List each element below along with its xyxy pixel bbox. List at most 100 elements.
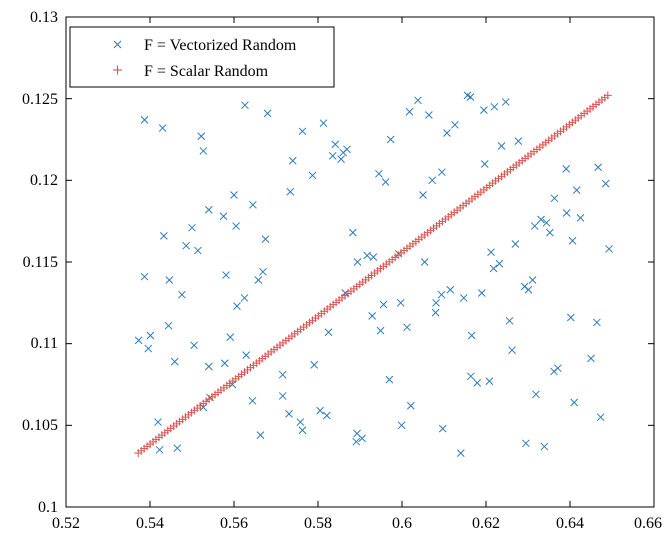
vectorized-point <box>197 132 206 141</box>
vectorized-point <box>337 155 345 163</box>
vectorized-point <box>288 156 297 165</box>
vectorized-point <box>204 205 213 214</box>
vectorized-point <box>601 179 610 188</box>
vectorized-point <box>438 168 446 177</box>
vectorized-point <box>487 248 495 257</box>
vectorized-point <box>226 333 235 341</box>
vectorized-point <box>298 426 307 435</box>
vectorized-point <box>369 253 378 261</box>
vectorized-point <box>497 142 506 150</box>
vectorized-point <box>405 107 414 116</box>
y-tick-labels: 0.1 0.105 0.11 0.115 0.12 0.125 0.13 <box>22 9 58 516</box>
vectorized-point <box>562 165 571 173</box>
vectorized-point <box>459 294 468 302</box>
vectorized-point <box>286 187 295 196</box>
vectorized-point <box>352 437 361 446</box>
vectorized-point <box>425 111 433 119</box>
vectorized-point <box>256 431 265 439</box>
vectorized-point <box>222 271 230 279</box>
vectorized-point <box>545 228 554 237</box>
vectorized-point <box>308 171 317 180</box>
vectorized-point <box>456 449 465 457</box>
vectorized-point <box>477 289 486 297</box>
vectorized-point <box>259 267 267 276</box>
vectorized-point <box>553 364 562 373</box>
vectorized-point <box>495 259 504 268</box>
y-tick-label: 0.115 <box>23 254 58 271</box>
vectorized-point <box>328 151 337 160</box>
vectorized-point <box>386 135 395 144</box>
plot-area <box>66 17 654 507</box>
vectorized-point <box>385 375 394 384</box>
legend: F = Vectorized Random F = Scalar Random <box>69 26 335 88</box>
x-tick-label: 0.6 <box>392 515 412 532</box>
vectorized-point <box>278 370 287 379</box>
vectorized-point <box>182 241 190 250</box>
vectorized-point <box>233 302 241 310</box>
vectorized-point <box>530 222 539 230</box>
vectorized-point <box>316 406 324 415</box>
vectorized-point <box>605 245 613 253</box>
x-tick-labels: 0.52 0.54 0.56 0.58 0.6 0.62 0.64 0.66 <box>52 515 662 532</box>
vectorized-point <box>331 140 340 149</box>
vectorized-point <box>397 421 406 430</box>
x-tick-label: 0.52 <box>52 515 80 532</box>
vectorized-point <box>524 285 533 294</box>
vectorized-point <box>349 228 357 237</box>
vectorized-point <box>165 276 174 284</box>
y-tick-label: 0.1 <box>38 499 58 516</box>
vectorized-point <box>542 218 551 227</box>
vectorized-point <box>368 312 377 320</box>
vectorized-point <box>232 222 240 230</box>
vectorized-point <box>537 215 545 224</box>
vectorized-point <box>505 316 514 325</box>
vectorized-point <box>319 119 328 128</box>
vectorized-point <box>540 442 549 451</box>
vectorized-point <box>190 341 198 350</box>
vectorized-point <box>240 294 249 302</box>
vectorized-point <box>489 264 498 273</box>
vectorized-point <box>146 331 155 340</box>
vectorized-point <box>568 236 577 245</box>
vectorized-point <box>242 351 251 359</box>
x-tick-label: 0.58 <box>304 515 332 532</box>
vectorized-point <box>490 102 499 111</box>
vectorized-point <box>363 251 371 260</box>
vectorized-point <box>508 346 516 355</box>
x-tick-label: 0.64 <box>556 515 584 532</box>
vectorized-point <box>480 106 488 114</box>
vectorized-point <box>528 276 537 284</box>
vectorized-point <box>473 379 482 387</box>
vectorized-point <box>406 401 415 410</box>
vectorized-point <box>230 191 238 199</box>
vectorized-point <box>420 258 429 266</box>
y-tick-label: 0.125 <box>22 91 58 108</box>
x-tick-label: 0.56 <box>220 515 248 532</box>
x-tick-label: 0.66 <box>634 515 662 532</box>
vectorized-point <box>566 313 575 322</box>
y-tick-label: 0.105 <box>22 417 58 434</box>
vectorized-point <box>134 336 143 345</box>
vectorized-point <box>154 418 162 426</box>
vectorized-point <box>199 147 208 155</box>
vectorized-point <box>431 308 440 317</box>
vectorized-point <box>593 318 601 327</box>
vectorized-point <box>310 361 319 369</box>
vectorized-point <box>451 120 459 129</box>
vectorized-point <box>140 116 149 124</box>
vectorized-point <box>446 285 455 294</box>
legend-label-vectorized: F = Vectorized Random <box>144 37 297 54</box>
vectorized-point <box>381 178 390 186</box>
vectorized-point <box>562 209 571 217</box>
vectorized-point <box>480 160 489 168</box>
vectorized-point <box>249 200 257 209</box>
vectorized-point <box>158 124 167 132</box>
vectorized-point <box>140 272 149 281</box>
vectorized-point <box>443 129 451 137</box>
vectorized-point <box>204 362 213 371</box>
vectorized-point <box>241 101 249 110</box>
vectorized-point <box>219 212 228 221</box>
vectorized-point <box>375 169 383 178</box>
vectorized-point <box>278 392 287 400</box>
vectorized-point <box>261 235 270 243</box>
